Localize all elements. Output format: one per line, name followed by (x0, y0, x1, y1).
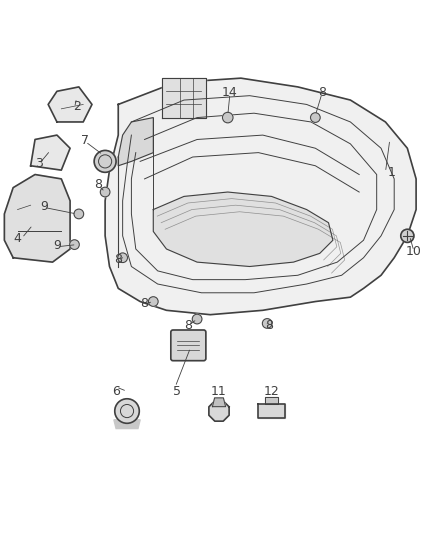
Polygon shape (209, 401, 229, 421)
Polygon shape (265, 397, 278, 405)
Text: 8: 8 (318, 86, 326, 99)
Polygon shape (258, 405, 285, 418)
Circle shape (192, 314, 202, 324)
Polygon shape (31, 135, 70, 170)
Text: 8: 8 (95, 177, 102, 191)
Text: 4: 4 (14, 231, 21, 245)
Polygon shape (153, 192, 333, 266)
Circle shape (311, 113, 320, 123)
Text: 3: 3 (35, 157, 43, 170)
Polygon shape (212, 398, 226, 407)
Circle shape (118, 253, 127, 263)
FancyBboxPatch shape (171, 330, 206, 361)
Circle shape (401, 229, 414, 243)
Circle shape (94, 150, 116, 172)
Text: 8: 8 (114, 253, 122, 266)
Text: 12: 12 (264, 385, 279, 398)
Circle shape (74, 209, 84, 219)
Polygon shape (162, 78, 206, 118)
Polygon shape (118, 118, 153, 166)
Text: 9: 9 (53, 239, 61, 252)
Text: 5: 5 (173, 385, 181, 398)
Text: 8: 8 (265, 319, 273, 332)
Text: 10: 10 (406, 245, 422, 257)
Text: 14: 14 (222, 86, 238, 99)
Circle shape (148, 297, 158, 306)
Text: 11: 11 (211, 385, 227, 398)
Circle shape (70, 240, 79, 249)
Text: 1: 1 (388, 166, 396, 179)
Polygon shape (114, 420, 140, 429)
Text: 9: 9 (40, 199, 48, 213)
Text: 6: 6 (112, 385, 120, 398)
Text: 2: 2 (73, 100, 81, 113)
Circle shape (100, 187, 110, 197)
Text: 8: 8 (184, 319, 192, 332)
Polygon shape (105, 78, 416, 314)
Circle shape (262, 319, 272, 328)
Text: 7: 7 (81, 134, 89, 147)
Circle shape (115, 399, 139, 423)
Polygon shape (4, 174, 70, 262)
Polygon shape (48, 87, 92, 122)
Circle shape (223, 112, 233, 123)
Text: 8: 8 (141, 297, 148, 310)
